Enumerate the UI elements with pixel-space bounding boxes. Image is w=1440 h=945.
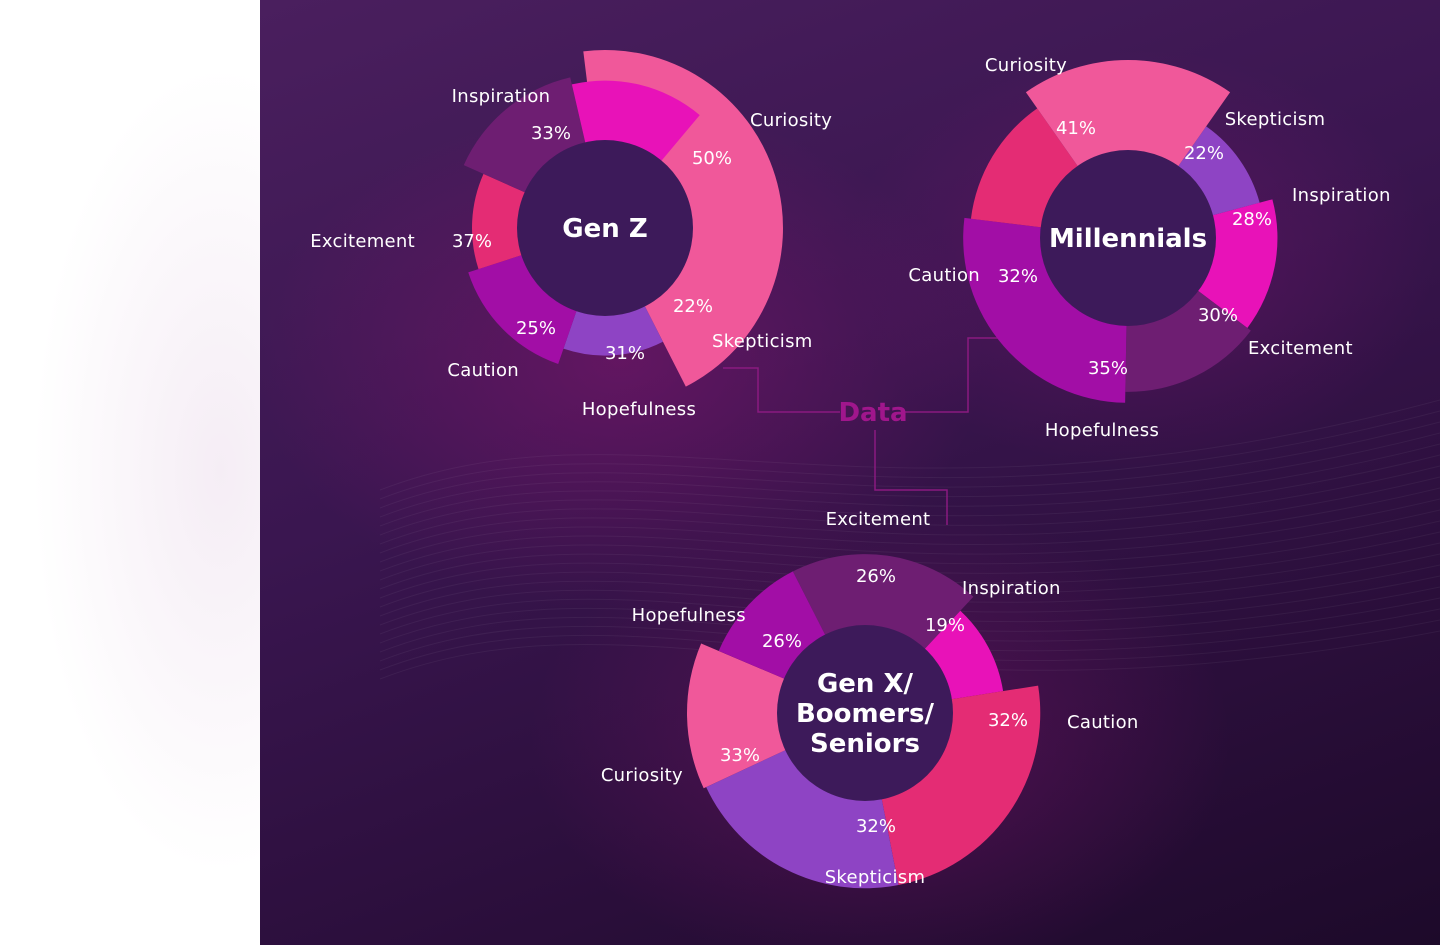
category-label-caution: Caution — [908, 265, 980, 286]
connector-genz — [723, 367, 840, 413]
value-label-caution: 32% — [998, 266, 1038, 287]
center-circle — [1040, 150, 1216, 326]
wave-line — [379, 465, 1440, 545]
wave-line — [379, 509, 1440, 581]
data-connector-lines: Data — [723, 337, 1005, 525]
value-label-curiosity: 41% — [1056, 118, 1096, 139]
value-label-hopefulness: 31% — [605, 343, 645, 364]
wave-line — [379, 399, 1440, 491]
connector-genx — [874, 430, 948, 525]
category-label-skepticism: Skepticism — [825, 867, 926, 888]
slice-hopefulness — [718, 571, 826, 680]
slice-skepticism — [1177, 126, 1260, 216]
category-label-hopefulness: Hopefulness — [632, 605, 746, 626]
slice-excitement — [1125, 289, 1251, 392]
value-label-skepticism: 22% — [673, 296, 713, 317]
category-label-inspiration: Inspiration — [452, 86, 551, 107]
category-label-skepticism: Skepticism — [1225, 109, 1326, 130]
center-title-line: Boomers/ — [796, 699, 935, 729]
category-label-curiosity: Curiosity — [985, 55, 1067, 76]
wave-line — [379, 432, 1440, 518]
slice-hopefulness — [963, 217, 1127, 403]
value-label-inspiration: 33% — [531, 123, 571, 144]
slice-skepticism — [706, 749, 899, 889]
center-title-line: Millennials — [1049, 224, 1207, 254]
wave-line — [379, 421, 1440, 509]
center-title-line: Gen X/ — [817, 669, 914, 699]
center-circle — [517, 140, 693, 316]
slice-caution — [472, 173, 527, 270]
wave-line — [379, 454, 1440, 536]
radial-charts-svg: Data Gen ZCuriosity50%Skepticism22%Hopef… — [310, 50, 1440, 889]
slice-inspiration — [1196, 199, 1278, 328]
value-label-excitement: 30% — [1198, 305, 1238, 326]
value-label-caution: 25% — [516, 318, 556, 339]
category-label-excitement: Excitement — [826, 509, 931, 530]
category-label-excitement: Excitement — [310, 231, 415, 252]
category-label-inspiration: Inspiration — [962, 578, 1061, 599]
value-label-inspiration: 28% — [1232, 209, 1272, 230]
category-label-hopefulness: Hopefulness — [1045, 420, 1159, 441]
wave-line — [379, 476, 1440, 554]
category-label-inspiration: Inspiration — [1292, 185, 1391, 206]
slice-excitement — [792, 554, 974, 651]
connector-millennials — [905, 337, 1005, 413]
value-label-curiosity: 50% — [692, 148, 732, 169]
category-label-skepticism: Skepticism — [712, 331, 813, 352]
wave-line — [379, 443, 1440, 527]
category-label-curiosity: Curiosity — [601, 765, 683, 786]
slice-curiosity — [1025, 59, 1231, 168]
wave-line — [379, 487, 1440, 563]
slice-skepticism — [563, 304, 663, 356]
value-label-skepticism: 22% — [1184, 143, 1224, 164]
slice-caution — [881, 685, 1041, 886]
wave-line — [379, 520, 1440, 590]
slice-excitement — [463, 77, 586, 194]
value-label-excitement: 37% — [452, 231, 492, 252]
slice-curiosity — [687, 643, 788, 789]
left-white-pane — [0, 0, 260, 945]
wave-line — [379, 410, 1440, 500]
data-hub-label: Data — [838, 398, 907, 428]
infographic-panel: Data Gen Z Curiosity 50% Skepticism 22% Hopef… — [260, 0, 1440, 945]
value-label-hopefulness: 26% — [762, 631, 802, 652]
category-label-excitement: Excitement — [1248, 338, 1353, 359]
center-circle — [777, 625, 953, 801]
center-title-line: Gen Z — [562, 214, 647, 244]
category-label-caution: Caution — [1067, 712, 1139, 733]
chart-gen-z: Gen Z Curiosity 50% Skepticism 22% Hopefulnes… — [310, 50, 832, 420]
center-title-line: Seniors — [810, 729, 920, 759]
value-label-inspiration: 19% — [925, 615, 965, 636]
value-label-hopefulness: 35% — [1088, 358, 1128, 379]
value-label-excitement: 26% — [856, 566, 896, 587]
value-label-caution: 32% — [988, 710, 1028, 731]
value-label-curiosity: 33% — [720, 745, 760, 766]
value-label-skepticism: 32% — [856, 816, 896, 837]
category-label-curiosity: Curiosity — [750, 110, 832, 131]
category-label-hopefulness: Hopefulness — [582, 399, 696, 420]
wave-line — [379, 498, 1440, 572]
slice-hopefulness — [468, 254, 578, 364]
category-label-caution: Caution — [447, 360, 519, 381]
chart-gen-x-boomers-seniors: Gen X/Boomers/Seniors Excitement 26% Inspir… — [601, 509, 1139, 889]
